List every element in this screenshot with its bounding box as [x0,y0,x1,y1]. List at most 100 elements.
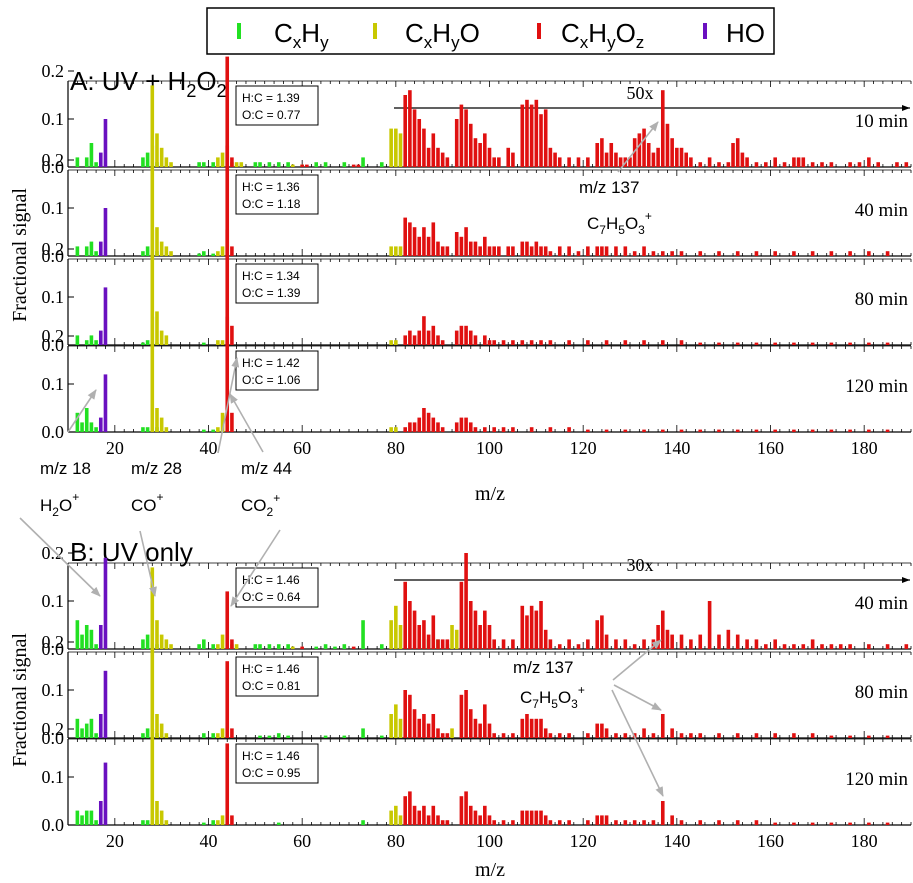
bar-cxhyoz-mz96 [468,123,473,167]
bar-cxhyoz-mz45 [230,728,234,738]
bar-cxhyoz-mz98 [478,723,482,738]
bar-cxhyoz-mz136 [656,625,660,649]
bar-cxhyoz-mz185 [885,644,890,649]
legend-label-cxhy: CxHy [274,18,329,52]
bar-cxhyoz-mz96 [468,805,473,825]
bar-cxhyo-mz43 [220,152,225,167]
bar-cxhyoz-mz89 [436,728,440,738]
y-tick-label: 0.0 [42,815,65,835]
bar-cxhyoz-mz111 [539,718,543,738]
bar-cxhyoz-mz187 [895,162,899,167]
bar-cxhyoz-mz45 [230,639,234,649]
bar-cxhyoz-mz110 [534,718,539,738]
bar-cxhyoz-mz125 [604,815,609,825]
bar-cxhyoz-mz98 [478,143,482,167]
annotation-44: m/z 44 CO2+ [241,459,292,519]
bar-cxhyoz-mz110 [534,810,539,825]
bar-cxhy-mz41 [211,820,215,825]
bar-cxhyoz-mz105 [511,152,515,167]
y-tick-label: 0.1 [42,198,65,218]
bar-cxhyoz-mz82 [403,95,407,167]
ratio-box [235,350,319,391]
bar-cxhyoz-mz99 [483,704,487,738]
time-label: 40 min [855,593,909,614]
bar-cxhyoz-mz83 [408,330,412,345]
bar-cxhyoz-mz96 [468,241,473,256]
bar-cxhyoz-mz83 [408,222,412,256]
bar-cxhyo-mz43 [220,815,225,825]
bar-cxhyoz-mz151 [726,629,731,649]
bar-cxhyoz-mz91 [445,157,450,167]
bar-cxhyoz-mz108 [525,615,529,649]
bar-cxhyoz-mz104 [506,147,511,167]
time-label: 80 min [855,289,909,310]
bar-cxhyoz-mz153 [735,342,740,345]
bar-cxhyoz-mz109 [529,427,534,432]
bar-cxhy-mz12 [75,335,80,345]
bar-cxhy-mz26 [141,820,145,825]
bar-cxhy-mz27 [145,340,150,345]
bar-cxhyoz-mz133 [642,429,646,432]
bar-cxhyoz-mz157 [754,639,759,649]
bar-cxhyo-mz42 [216,340,220,345]
bar-cxhyo-mz31 [164,639,169,649]
bar-cxhyoz-mz123 [595,620,600,649]
bar-cxhyoz-mz145 [698,429,703,432]
legend-label-cxhyoz: CxHyOz [561,18,644,52]
bar-cxhyoz-mz86 [422,714,426,738]
bar-cxhy-mz39 [202,429,206,432]
bar-cxhyoz-mz44 [225,661,230,738]
bar-cxhyoz-mz165 [792,644,796,649]
x-tick-label: 160 [757,831,784,851]
bar-cxhyo-mz79 [389,246,393,256]
bar-cxhyo-mz29 [155,408,159,432]
bar-cxhyoz-mz94 [459,325,464,345]
bar-cxhy-mz27 [145,634,150,649]
bar-cxhyoz-mz189 [904,644,909,649]
bar-cxhyoz-mz141 [679,429,684,432]
bar-cxhyoz-mz85 [417,119,422,167]
bar-cxhy-mz73 [361,728,365,738]
bar-cxhyoz-mz125 [604,152,609,167]
bar-cxhyoz-mz95 [464,109,468,167]
bar-cxhyoz-mz107 [520,605,525,649]
bar-cxhyoz-mz181 [867,157,871,167]
bar-cxhyoz-mz101 [492,427,496,432]
bar-cxhy-mz51 [258,735,262,738]
bar-cxhy-mz14 [84,723,89,738]
bar-cxhyoz-mz121 [586,733,590,738]
bar-cxhyoz-mz117 [567,246,571,256]
bar-cxhyoz-mz149 [717,820,721,825]
bar-cxhyoz-mz105 [511,246,515,256]
bar-cxhyo-mz31 [164,335,169,345]
bar-cxhyoz-mz115 [557,820,562,825]
y-tick-label: 0.1 [42,109,65,129]
x-tick-label: 40 [200,831,218,851]
bar-cxhyoz-mz99 [483,805,487,825]
y-tick-label: 0.2 [42,150,65,170]
bar-cxhy-mz50 [253,644,258,649]
bar-cxhyoz-mz86 [422,620,426,649]
bar-cxhyoz-mz93 [454,119,459,167]
oc-ratio: O:C = 1.39 [242,286,301,300]
bar-cxhyoz-mz143 [689,733,693,738]
annotation-18: m/z 18 H2O+ [40,459,91,519]
bar-cxhyoz-mz161 [773,639,777,649]
bar-cxhyoz-mz83 [408,422,412,432]
bar-cxhyoz-mz90 [440,152,445,167]
bar-cxhy-mz16 [94,427,98,432]
bar-cxhyoz-mz161 [773,822,777,825]
bar-cxhyo-mz29 [155,311,159,345]
bar-cxhy-mz39 [202,162,206,167]
bar-cxhyo-mz80 [394,340,398,345]
bar-cxhyoz-mz132 [637,133,642,167]
bar-cxhyoz-mz141 [679,251,684,256]
bar-cxhyoz-mz138 [665,123,670,167]
bar-cxhyo-mz42 [216,644,220,649]
annotation-28-mz: m/z 28 [131,459,182,478]
bar-cxhy-mz69 [342,644,347,649]
bar-cxhyoz-mz97 [473,427,478,432]
annotation-18-mz: m/z 18 [40,459,91,478]
bar-cxhyoz-mz143 [689,639,693,649]
